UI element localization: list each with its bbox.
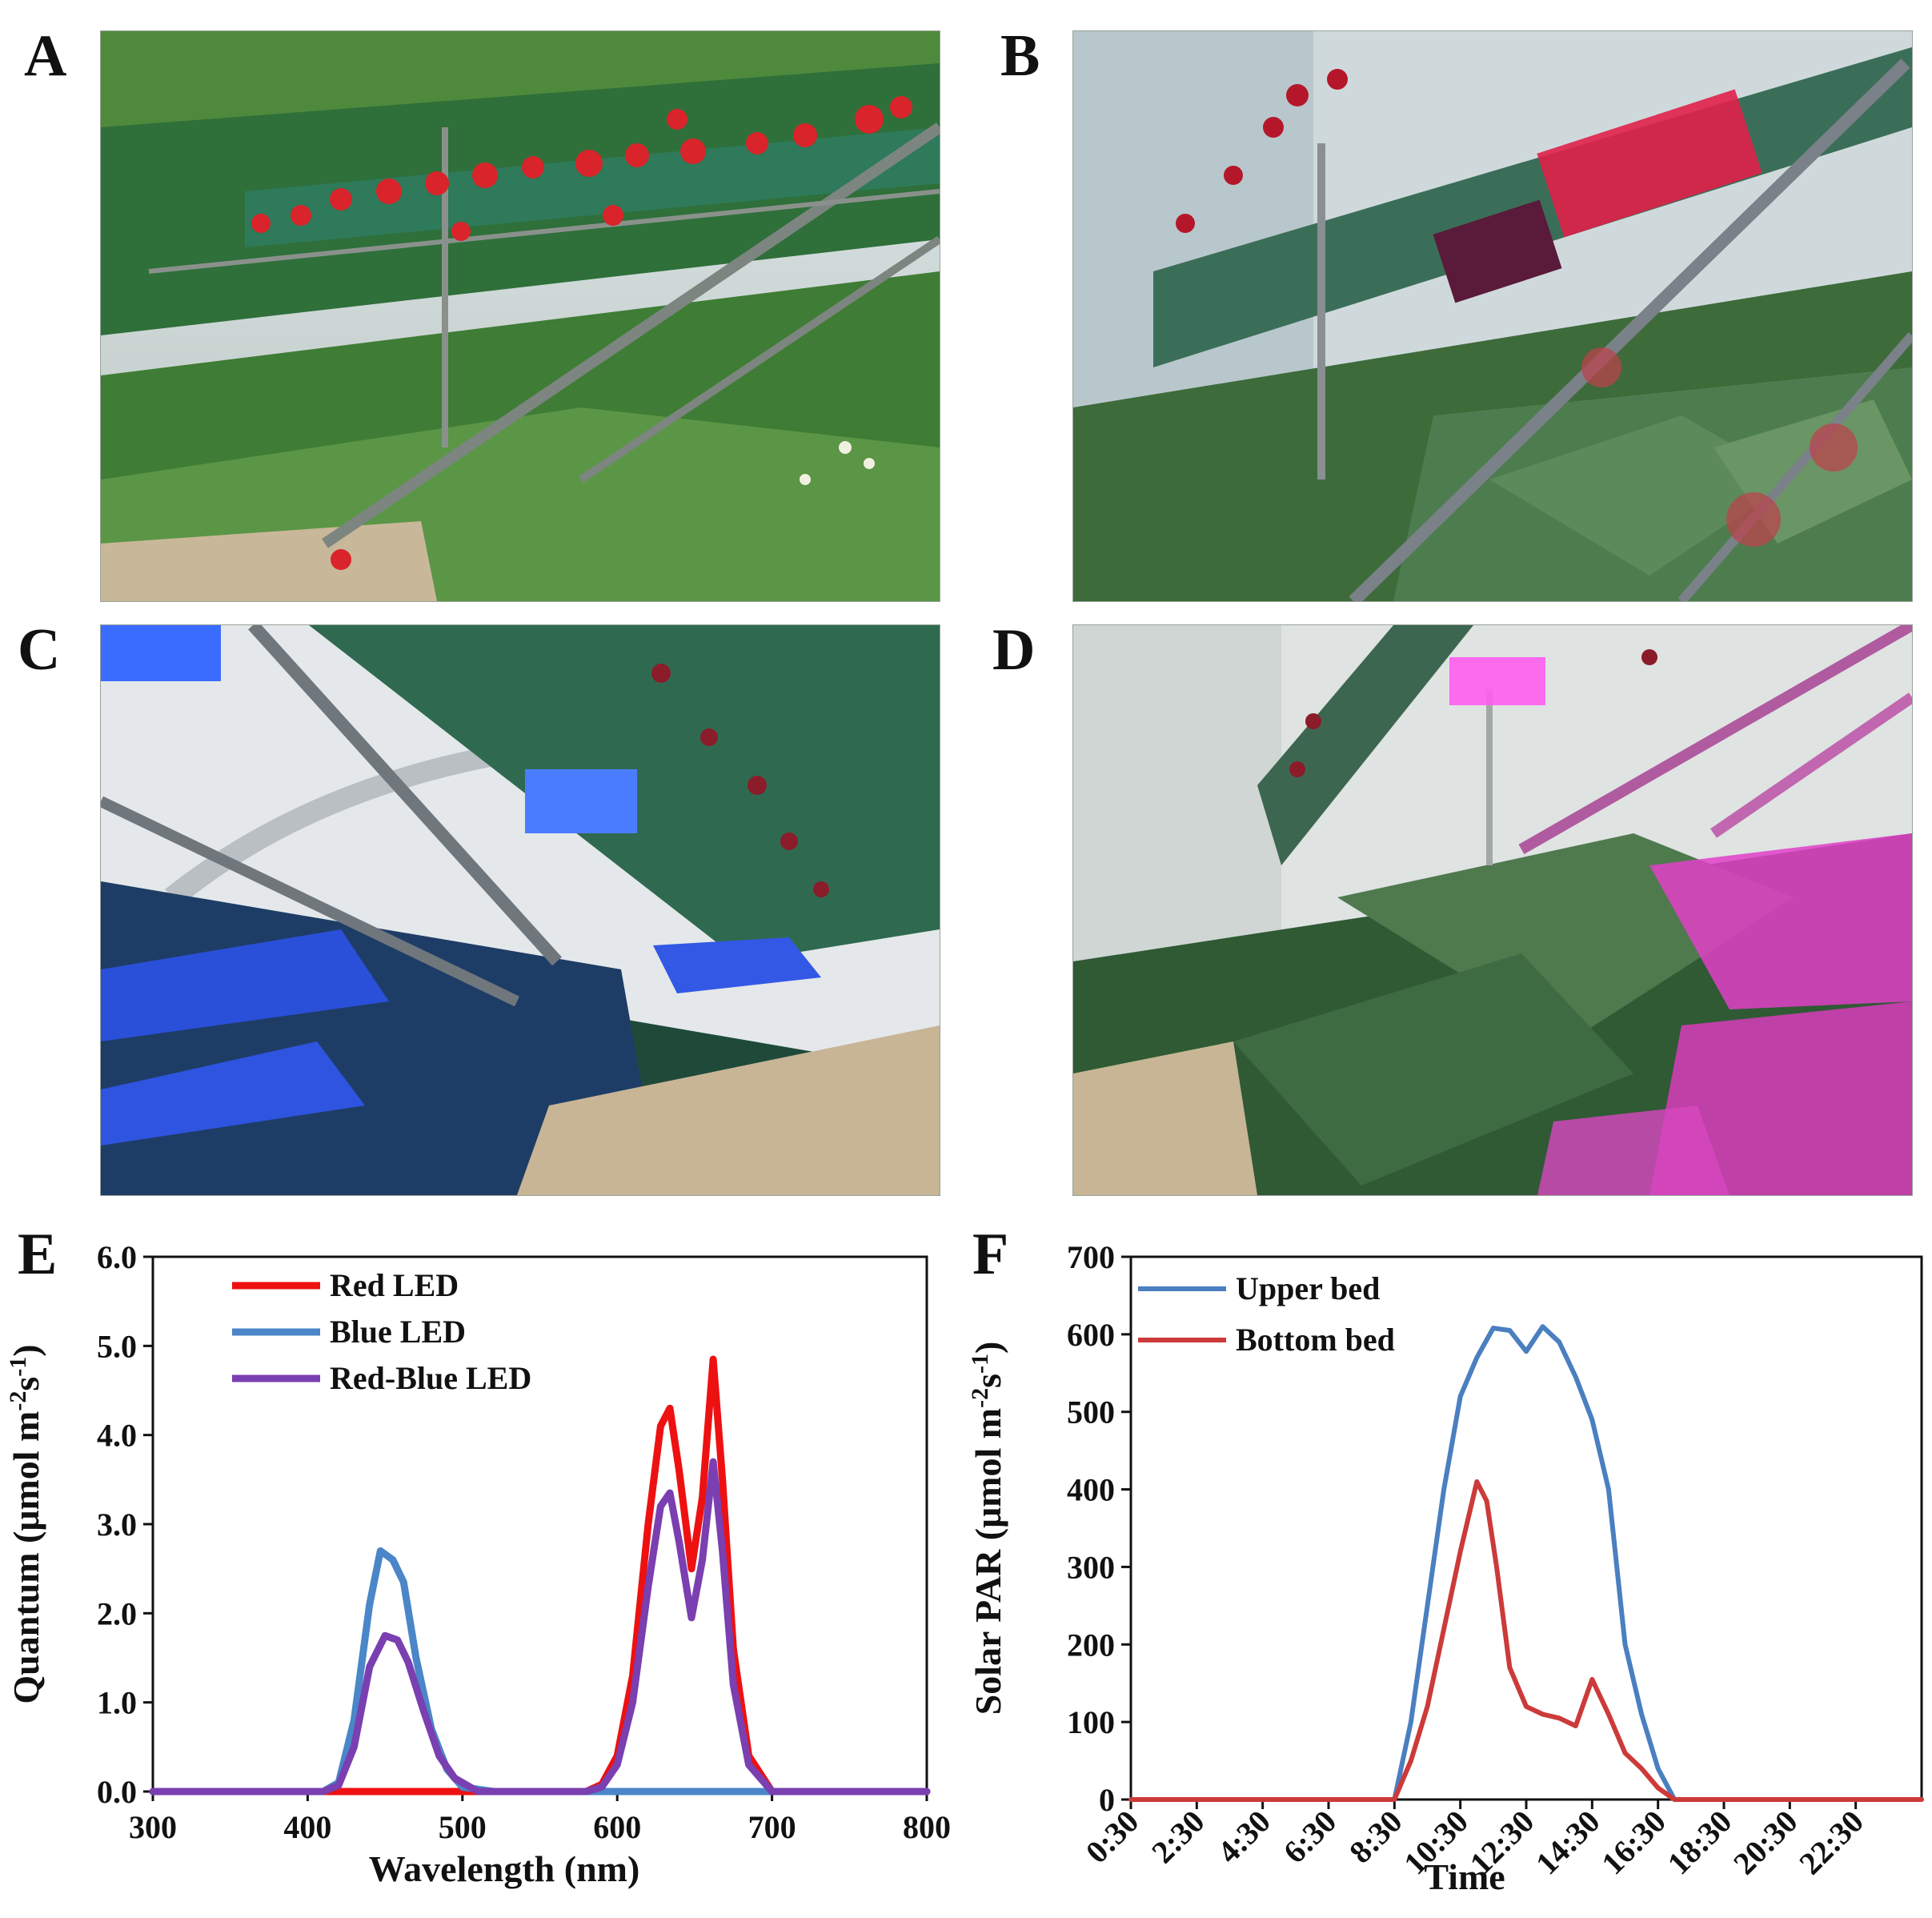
panel-label-f: F bbox=[972, 1222, 1009, 1287]
series-line-blue-led bbox=[149, 1547, 931, 1796]
series-line-upper-bed bbox=[1128, 1324, 1924, 1802]
y-tick-label: 2.0 bbox=[97, 1595, 137, 1631]
x-tick-label: 400 bbox=[283, 1809, 331, 1845]
series-line-bottom-bed bbox=[1128, 1479, 1924, 1802]
y-tick-label: 1.0 bbox=[97, 1685, 137, 1721]
strawberry-greenhouse-photo-icon bbox=[1073, 31, 1912, 601]
photo-c-blue-led bbox=[100, 624, 940, 1196]
y-tick-label: 600 bbox=[1067, 1317, 1115, 1353]
x-tick-label: 2:30 bbox=[1144, 1804, 1212, 1871]
y-tick-label: 3.0 bbox=[97, 1507, 137, 1543]
y-axis-title: Solar PAR (μmol m-2s-1) bbox=[967, 1342, 1008, 1715]
legend-label: Upper bed bbox=[1236, 1270, 1380, 1306]
x-tick-label: 6:30 bbox=[1277, 1804, 1344, 1871]
y-tick-label: 4.0 bbox=[97, 1418, 137, 1454]
plot-frame bbox=[151, 1255, 928, 1793]
panel-label-c: C bbox=[18, 617, 61, 683]
strawberry-greenhouse-photo-icon bbox=[101, 625, 940, 1195]
x-tick-label: 20:30 bbox=[1726, 1804, 1805, 1882]
panel-label-d: D bbox=[992, 617, 1036, 683]
x-tick-label: 700 bbox=[748, 1809, 796, 1845]
x-tick-label: 16:30 bbox=[1594, 1804, 1673, 1882]
legend-label: Red LED bbox=[330, 1267, 459, 1303]
chart-f-svg: 0 100 200 300 400 500 600 700 0:302:304:306:308:… bbox=[967, 1239, 1924, 1897]
x-tick-label: 14:30 bbox=[1529, 1804, 1607, 1882]
x-tick-label: 0:30 bbox=[1079, 1804, 1146, 1871]
panel-label-a: A bbox=[24, 23, 67, 89]
strawberry-greenhouse-photo-icon bbox=[101, 31, 940, 601]
y-tick-label: 500 bbox=[1067, 1394, 1115, 1430]
photo-b-red-led bbox=[1072, 30, 1913, 602]
panel-label-b: B bbox=[1000, 23, 1040, 89]
legend-label: Bottom bed bbox=[1236, 1322, 1395, 1358]
x-tick-label: 18:30 bbox=[1661, 1804, 1739, 1882]
x-axis-title: Wavelength (nm) bbox=[369, 1848, 640, 1889]
series-line-red-led bbox=[149, 1355, 931, 1796]
y-tick-label: 0 bbox=[1099, 1782, 1115, 1818]
series-line-red-blue-led bbox=[149, 1458, 931, 1796]
legend-label: Blue LED bbox=[330, 1314, 466, 1350]
x-tick-label: 22:30 bbox=[1792, 1804, 1870, 1882]
x-tick-label: 500 bbox=[439, 1809, 487, 1845]
photo-a-natural-light bbox=[100, 30, 940, 602]
x-tick-label: 4:30 bbox=[1210, 1804, 1277, 1871]
x-tick-label: 800 bbox=[903, 1809, 951, 1845]
panel-label-e: E bbox=[18, 1222, 58, 1287]
y-tick-label: 0.0 bbox=[97, 1774, 137, 1810]
x-axis-title: Time bbox=[1424, 1856, 1505, 1897]
y-tick-label: 300 bbox=[1067, 1549, 1115, 1585]
y-tick-label: 6.0 bbox=[97, 1239, 137, 1275]
chart-e-led-spectrum: 0.0 1.0 2.0 3.0 4.0 5.0 6.0 300 400 500 600 700 800 … bbox=[0, 1225, 960, 1918]
y-tick-label: 100 bbox=[1067, 1704, 1115, 1740]
y-axis-title: Quantum (μmol m-2s-1) bbox=[5, 1344, 46, 1703]
y-tick-label: 200 bbox=[1067, 1627, 1115, 1663]
photo-d-red-blue-led bbox=[1072, 624, 1913, 1196]
legend-label: Red-Blue LED bbox=[330, 1360, 531, 1396]
strawberry-greenhouse-photo-icon bbox=[1073, 625, 1912, 1195]
x-tick-label: 600 bbox=[593, 1809, 641, 1845]
y-tick-label: 700 bbox=[1067, 1239, 1115, 1275]
y-tick-label: 5.0 bbox=[97, 1328, 137, 1364]
chart-f-solar-par: 0 100 200 300 400 500 600 700 0:30 2:30 4:30 6:30 8:… bbox=[960, 1225, 1932, 1918]
y-tick-label: 400 bbox=[1067, 1472, 1115, 1508]
x-tick-label: 300 bbox=[129, 1809, 177, 1845]
x-tick-label: 8:30 bbox=[1342, 1804, 1409, 1871]
